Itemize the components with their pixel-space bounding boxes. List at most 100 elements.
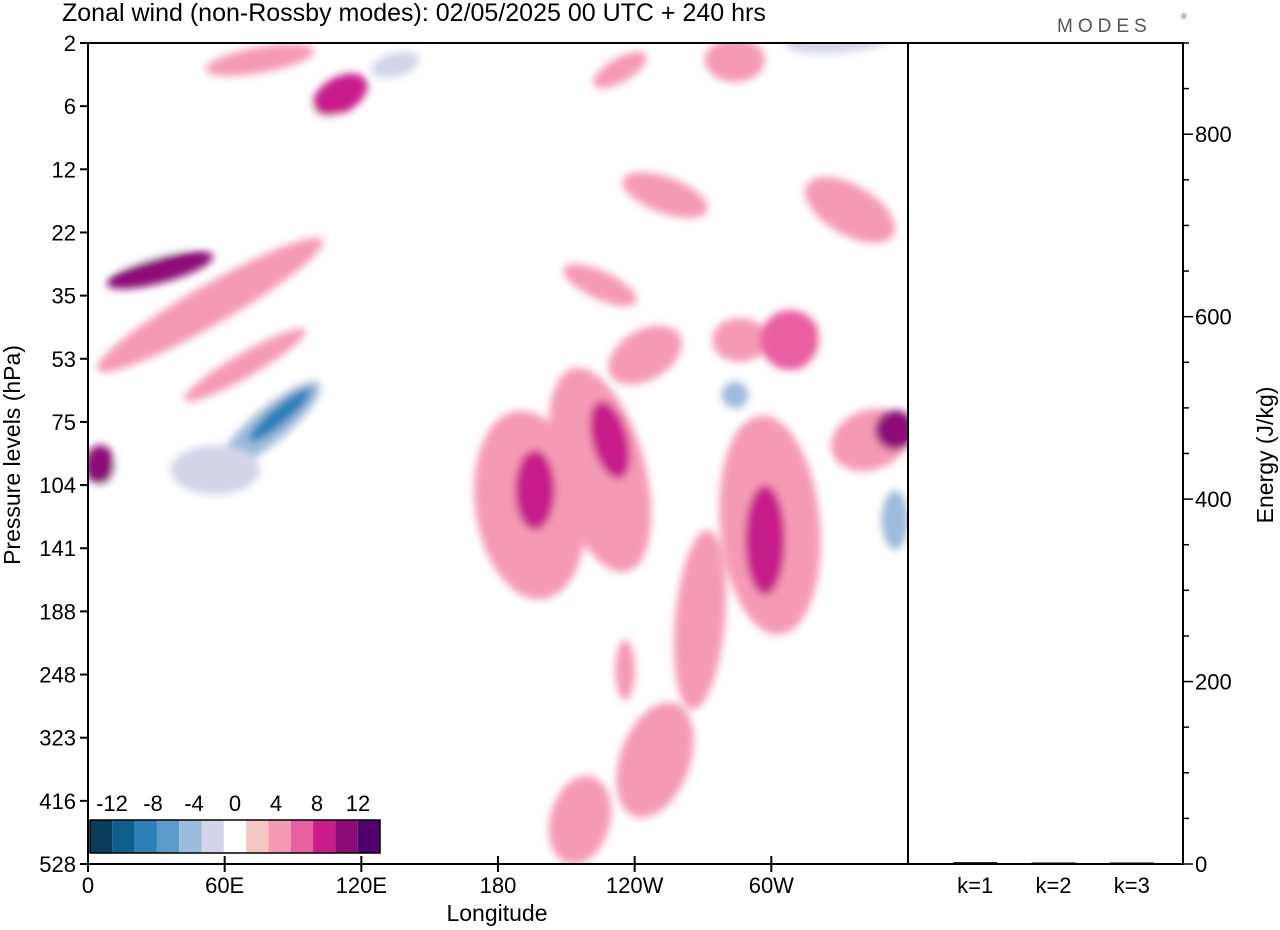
wind-contour-field	[88, 43, 908, 864]
contour-region	[593, 51, 647, 89]
x-tick-label: 180	[480, 873, 517, 898]
energy-tick-label: 800	[1195, 122, 1232, 147]
brand-mark: ®	[1181, 12, 1187, 21]
contour-region	[881, 490, 908, 550]
y-tick-label: 528	[39, 852, 76, 877]
contour-region	[88, 118, 118, 138]
contour-region	[205, 44, 315, 76]
y-axis: 2 6 12 22 35 53 75 104 141 188 248 323 416 528	[39, 31, 88, 877]
chart-title: Zonal wind (non-Rossby modes): 02/05/202…	[62, 0, 766, 27]
y-axis-label: Pressure levels (hPa)	[0, 345, 25, 565]
colorbar-swatch	[313, 820, 336, 853]
colorbar-swatch	[156, 820, 180, 853]
contour-region	[622, 172, 708, 218]
energy-axis: 0 200 400 600 800	[1183, 42, 1232, 877]
contour-region	[785, 43, 895, 54]
contour-region	[673, 530, 727, 710]
colorbar-label: 8	[311, 791, 323, 816]
contour-region	[96, 237, 324, 373]
colorbar-swatch	[90, 820, 113, 853]
contour-region	[616, 702, 694, 818]
contour-region	[760, 310, 820, 370]
x-tick-label: 60W	[749, 873, 794, 898]
y-tick-label: 12	[52, 157, 76, 182]
brand-text: MODES	[1057, 16, 1152, 37]
energy-bar	[1031, 862, 1076, 864]
colorbar-swatch	[134, 820, 157, 853]
contour-region	[615, 640, 635, 700]
contour-region	[508, 610, 532, 690]
energy-bars: k=1 k=2 k=3	[953, 862, 1154, 898]
contour-region	[515, 450, 555, 530]
y-tick-label: 416	[39, 789, 76, 814]
contour-region	[170, 445, 260, 495]
x-tick-label: 120E	[336, 873, 387, 898]
colorbar-swatch	[246, 820, 269, 853]
colorbar-swatch	[201, 820, 224, 853]
contour-region	[795, 330, 905, 370]
y-tick-label: 141	[39, 536, 76, 561]
colorbar-swatch	[179, 820, 202, 853]
y-tick-label: 248	[39, 663, 76, 688]
colorbar-label: 4	[270, 791, 282, 816]
energy-category-label: k=3	[1114, 873, 1150, 898]
colorbar-label: -8	[143, 791, 163, 816]
contour-region	[88, 78, 158, 98]
y-tick-label: 35	[52, 284, 76, 309]
contour-region	[88, 189, 289, 271]
y-tick-label: 104	[39, 473, 76, 498]
contour-region	[608, 325, 682, 385]
energy-tick-label: 400	[1195, 487, 1232, 512]
contour-region	[745, 485, 785, 595]
contour-region	[563, 263, 637, 307]
contour-region	[106, 251, 214, 289]
contour-region	[184, 328, 306, 402]
contour-region	[712, 318, 768, 362]
contour-region	[206, 102, 344, 174]
energy-category-label: k=2	[1035, 873, 1071, 898]
energy-axis-label: Energy (J/kg)	[1252, 387, 1278, 524]
x-axis: 0 60E 120E 180 120W 60W	[82, 856, 794, 898]
energy-bar	[1109, 862, 1154, 864]
colorbar-swatch	[268, 820, 291, 853]
energy-tick-label: 600	[1195, 305, 1232, 330]
contour-region	[370, 51, 420, 79]
colorbar-swatch	[357, 820, 380, 853]
contour-region	[548, 367, 652, 573]
contour-region	[248, 388, 312, 442]
contour-region	[548, 775, 612, 864]
energy-bar	[953, 862, 998, 864]
energy-tick-label: 0	[1195, 852, 1207, 877]
y-tick-label: 53	[52, 347, 76, 372]
contour-region	[875, 410, 908, 450]
colorbar-label: 0	[229, 791, 241, 816]
y-tick-label: 75	[52, 410, 76, 435]
y-tick-label: 2	[64, 31, 76, 56]
colorbar-frame	[89, 819, 381, 854]
x-tick-label: 0	[82, 873, 94, 898]
energy-plot-frame	[907, 42, 1184, 865]
colorbar-label: -4	[184, 791, 204, 816]
colorbar: -12 -8 -4 0 4 8 12	[89, 791, 381, 854]
colorbar-swatch	[112, 820, 135, 853]
contour-region	[804, 176, 896, 244]
contour-region	[88, 445, 115, 485]
x-axis-label: Longitude	[446, 900, 547, 926]
colorbar-label: -12	[96, 791, 128, 816]
brand-logo: MODES ®	[1057, 12, 1187, 37]
colorbar-label: 12	[346, 791, 370, 816]
colorbar-swatch	[223, 820, 247, 853]
colorbar-swatch	[335, 820, 358, 853]
contour-region	[312, 73, 368, 117]
contour-region	[705, 43, 765, 82]
x-tick-label: 60E	[205, 873, 244, 898]
y-tick-label: 6	[64, 94, 76, 119]
y-tick-label: 323	[39, 726, 76, 751]
contour-region	[589, 401, 631, 479]
y-tick-label: 188	[39, 599, 76, 624]
energy-category-label: k=1	[957, 873, 993, 898]
contour-region	[721, 381, 749, 409]
x-tick-label: 120W	[606, 873, 664, 898]
colorbar-swatch	[290, 820, 314, 853]
